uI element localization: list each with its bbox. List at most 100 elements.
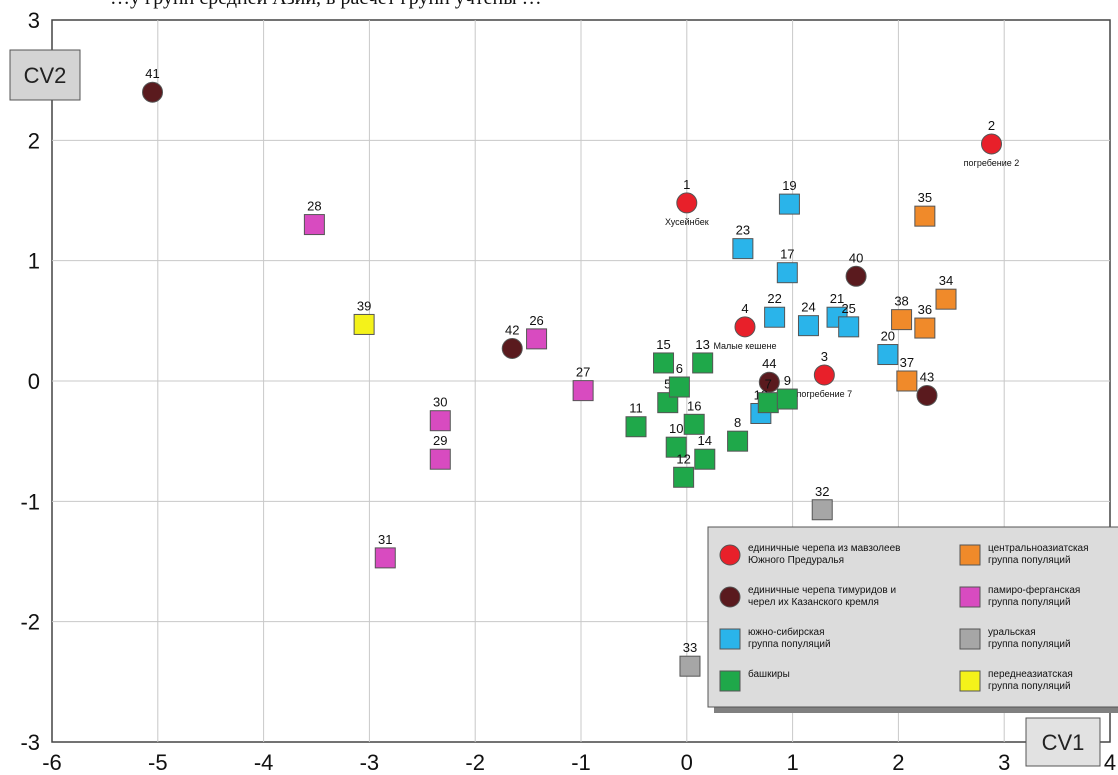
point-label: 16 [687, 398, 701, 413]
legend-label-line: единичные черепа из мавзолеев [748, 543, 900, 554]
caption-fragment: …у групп средней Азии, в расчет групп уч… [110, 0, 542, 9]
point-label: 37 [900, 355, 914, 370]
data-point [303, 214, 325, 236]
legend-label-line: группа популяций [988, 681, 1071, 692]
legend-label-line: группа популяций [748, 639, 831, 650]
legend-label-line: группа популяций [988, 597, 1071, 608]
data-point [625, 416, 647, 438]
data-point [914, 205, 936, 227]
data-point [653, 352, 675, 374]
y-tick-label: -1 [20, 489, 40, 514]
data-point [374, 547, 396, 569]
x-tick-label: 2 [892, 750, 904, 775]
x-tick-label: -6 [42, 750, 62, 775]
data-point [916, 384, 938, 406]
point-label: 26 [529, 313, 543, 328]
y-axis-label: CV2 [9, 49, 81, 101]
point-label: 1 [683, 177, 690, 192]
y-tick-label: 3 [28, 8, 40, 33]
x-axis-label: CV1 [1025, 717, 1101, 767]
legend-marker [959, 628, 981, 650]
point-label: 30 [433, 395, 447, 410]
point-label: 25 [841, 301, 855, 316]
legend-marker [719, 628, 741, 650]
point-name: Хусейнбек [665, 217, 709, 227]
point-label: 35 [918, 190, 932, 205]
point-label: 41 [145, 66, 159, 81]
data-point [727, 430, 749, 452]
x-tick-label: 1 [786, 750, 798, 775]
data-point [877, 344, 899, 366]
x-tick-label: -1 [571, 750, 591, 775]
point-label: 20 [881, 329, 895, 344]
point-label: 43 [920, 369, 934, 384]
legend-marker [959, 544, 981, 566]
point-label: 5 [664, 377, 671, 392]
legend-label: центральноазиатская группа популяций [988, 543, 1089, 566]
legend-label: единичные черепа тимуридов и черел их Каз… [748, 585, 896, 608]
legend-label: уральская группа популяций [988, 627, 1071, 650]
legend-label-line: группа популяций [988, 555, 1071, 566]
data-point [732, 238, 754, 260]
point-label: 40 [849, 250, 863, 265]
legend-label: южно-сибирская группа популяций [748, 626, 831, 650]
point-label: 32 [815, 484, 829, 499]
data-point [914, 317, 936, 339]
legend-label-line: единичные черепа тимуридов и [748, 585, 896, 596]
data-point [734, 316, 756, 338]
legend-label: единичные черепа из мавзолеев Южного Пред… [748, 543, 900, 566]
x-tick-label: -3 [360, 750, 380, 775]
data-point [797, 315, 819, 337]
legend-label-line: группа популяций [988, 639, 1071, 650]
point-label: 14 [698, 433, 712, 448]
data-point [891, 309, 913, 331]
legend-marker [719, 544, 741, 566]
legend-marker [959, 586, 981, 608]
point-label: 29 [433, 433, 447, 448]
point-name: погребение 7 [797, 389, 853, 399]
data-point [778, 193, 800, 215]
data-point [764, 306, 786, 328]
point-label: 23 [736, 223, 750, 238]
legend-marker [959, 670, 981, 692]
data-points: 1 Хусейнбек 2 погребение 2 3 погребение 7 4 Мал… [142, 66, 1019, 677]
point-label: 6 [676, 361, 683, 376]
legend-label-line: центральноазиатская [988, 543, 1089, 554]
point-label: 4 [741, 301, 748, 316]
legend-label-line: башкиры [748, 668, 790, 680]
point-name: Малые кешене [713, 341, 776, 351]
data-point [142, 81, 164, 103]
y-axis-title: CV2 [24, 63, 67, 88]
data-point [683, 413, 705, 435]
data-point [811, 499, 833, 521]
data-point [896, 370, 918, 392]
point-label: 27 [576, 365, 590, 380]
x-axis-title: CV1 [1042, 730, 1085, 755]
point-label: 7 [765, 377, 772, 392]
legend-label: памиро-ферганская группа популяций [988, 584, 1080, 608]
point-label: 44 [762, 356, 776, 371]
data-point [526, 328, 548, 350]
legend-label-line: переднеазиатская [988, 669, 1073, 680]
legend: единичные черепа из мавзолеев Южного Пред… [707, 526, 1118, 713]
data-point [692, 352, 714, 374]
legend-marker [719, 670, 741, 692]
point-label: 2 [988, 118, 995, 133]
data-point [353, 313, 375, 335]
point-label: 21 [830, 291, 844, 306]
data-point [572, 380, 594, 402]
point-label: 31 [378, 532, 392, 547]
data-point [981, 133, 1003, 155]
data-point [657, 392, 679, 414]
data-point [935, 288, 957, 310]
point-label: 33 [683, 640, 697, 655]
data-point [813, 364, 835, 386]
point-label: 42 [505, 323, 519, 338]
y-tick-label: 2 [28, 128, 40, 153]
data-point [694, 448, 716, 470]
data-point [776, 262, 798, 284]
legend-label: переднеазиатская группа популяций [988, 669, 1073, 692]
point-label: 15 [656, 337, 670, 352]
